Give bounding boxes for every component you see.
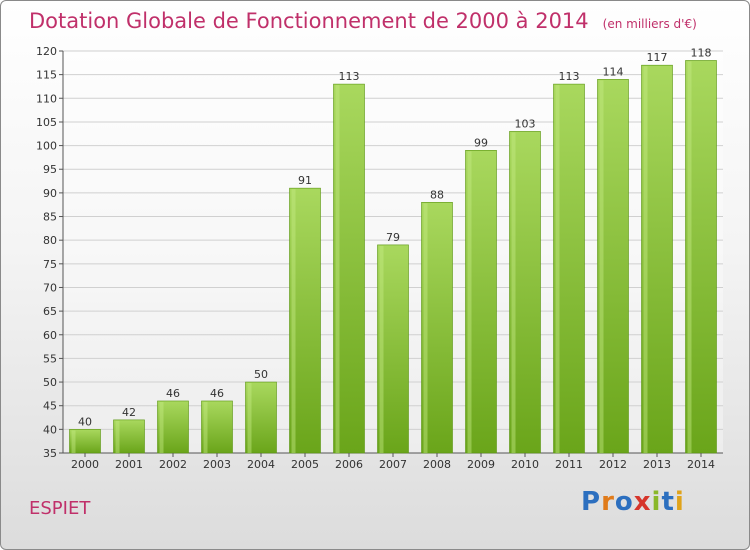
chart-title-text: Dotation Globale de Fonctionnement de 20…: [29, 9, 589, 33]
bar-highlight: [115, 420, 120, 453]
y-tick-label: 70: [43, 281, 57, 294]
x-tick-label: 2003: [203, 458, 231, 471]
bar-highlight: [203, 401, 208, 453]
x-tick-label: 2010: [511, 458, 539, 471]
y-tick-label: 75: [43, 258, 57, 271]
x-tick-label: 2004: [247, 458, 275, 471]
bar: [113, 419, 145, 454]
bar: [553, 83, 585, 454]
bar-highlight: [335, 85, 340, 453]
bar-highlight: [291, 189, 296, 453]
bar: [465, 150, 497, 454]
brand-letter: i: [674, 487, 685, 517]
bar-highlight: [467, 151, 472, 454]
y-tick-label: 45: [43, 400, 57, 413]
bar-highlight: [555, 85, 560, 453]
bar: [201, 400, 233, 454]
y-tick-label: 55: [43, 352, 57, 365]
y-tick-label: 60: [43, 329, 57, 342]
y-tick-label: 100: [36, 140, 57, 153]
y-tick-label: 50: [43, 376, 57, 389]
bar: [509, 131, 541, 454]
data-label: 117: [647, 51, 668, 64]
bar: [333, 83, 365, 454]
x-tick-label: 2000: [71, 458, 99, 471]
data-label: 42: [122, 406, 136, 419]
bar-highlight: [71, 430, 76, 453]
brand-letter: r: [601, 487, 615, 517]
data-label: 113: [339, 70, 360, 83]
y-tick-label: 65: [43, 305, 57, 318]
x-tick-label: 2013: [643, 458, 671, 471]
bar-highlight: [643, 66, 648, 453]
y-tick-label: 95: [43, 163, 57, 176]
data-label: 40: [78, 415, 92, 428]
chart-title: Dotation Globale de Fonctionnement de 20…: [29, 9, 697, 33]
chart-unit: (en milliers d'€): [602, 17, 697, 31]
data-label: 113: [559, 70, 580, 83]
bar-highlight: [379, 245, 384, 453]
bar-highlight: [247, 383, 252, 453]
brand-letter: t: [661, 487, 675, 517]
x-tick-label: 2011: [555, 458, 583, 471]
x-tick-label: 2014: [687, 458, 715, 471]
x-tick-label: 2006: [335, 458, 363, 471]
bar-highlight: [599, 80, 604, 454]
y-tick-label: 35: [43, 447, 57, 460]
data-label: 114: [603, 65, 624, 78]
brand-letter: x: [633, 487, 652, 517]
brand-logo: Proxiti: [581, 487, 685, 517]
x-tick-label: 2012: [599, 458, 627, 471]
y-tick-label: 80: [43, 234, 57, 247]
bar: [157, 400, 189, 454]
bar-highlight: [423, 203, 428, 453]
y-tick-label: 85: [43, 211, 57, 224]
x-tick-label: 2009: [467, 458, 495, 471]
brand-letter: i: [651, 487, 662, 517]
bar-highlight: [511, 132, 516, 453]
data-label: 99: [474, 136, 488, 149]
data-label: 118: [691, 46, 712, 59]
bar: [421, 202, 453, 454]
x-tick-label: 2005: [291, 458, 319, 471]
data-label: 88: [430, 188, 444, 201]
y-tick-label: 90: [43, 187, 57, 200]
bar: [597, 79, 629, 454]
bar: [641, 64, 673, 454]
bar-highlight: [687, 61, 692, 453]
data-label: 46: [166, 387, 180, 400]
data-label: 50: [254, 368, 268, 381]
x-tick-label: 2002: [159, 458, 187, 471]
bar: [289, 187, 321, 454]
bar-highlight: [159, 401, 164, 453]
bar: [245, 381, 277, 454]
commune-name: ESPIET: [29, 498, 91, 519]
x-tick-label: 2007: [379, 458, 407, 471]
y-tick-label: 120: [36, 45, 57, 58]
data-label: 103: [515, 117, 536, 130]
x-tick-label: 2001: [115, 458, 143, 471]
data-label: 46: [210, 387, 224, 400]
data-label: 91: [298, 174, 312, 187]
x-tick-label: 2008: [423, 458, 451, 471]
bar: [377, 244, 409, 454]
y-tick-label: 40: [43, 423, 57, 436]
y-tick-label: 110: [36, 92, 57, 105]
brand-letter: o: [614, 487, 634, 517]
data-label: 79: [386, 231, 400, 244]
y-tick-label: 105: [36, 116, 57, 129]
brand-letter: P: [581, 487, 602, 517]
y-tick-label: 115: [36, 69, 57, 82]
